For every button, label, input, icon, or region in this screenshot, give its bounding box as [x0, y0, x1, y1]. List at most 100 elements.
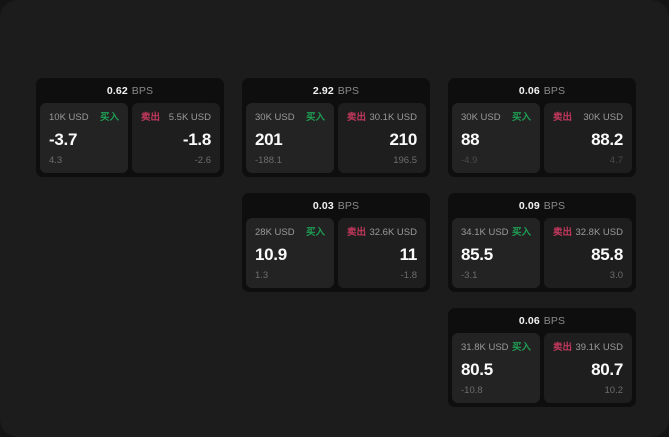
side-header: 卖出 30.1K USD — [347, 112, 417, 123]
buy-tag: 买入 — [511, 111, 531, 123]
side-pair: 28K USD 买入 10.9 1.3 卖出 32.6K USD 11 -1.8 — [242, 218, 430, 288]
buy-price: -3.7 — [49, 129, 78, 149]
bps-header: 0.03 BPS — [242, 193, 430, 218]
sell-tag: 卖出 — [347, 111, 367, 123]
sell-price: 88.2 — [591, 129, 623, 149]
sell-panel[interactable]: 卖出 30.1K USD 210 196.5 — [338, 103, 426, 173]
side-header: 卖出 5.5K USD — [141, 112, 211, 123]
sell-panel[interactable]: 卖出 39.1K USD 80.7 10.2 — [544, 333, 632, 403]
quote-card[interactable]: 0.06 BPS 31.8K USD 买入 80.5 -10.8 卖出 39.1K USD 80… — [448, 308, 636, 407]
buy-panel[interactable]: 30K USD 买入 201 -188.1 — [246, 103, 334, 173]
sell-delta: -1.8 — [400, 269, 417, 281]
buy-delta: -10.8 — [461, 384, 483, 396]
buy-price: 85.5 — [461, 244, 493, 264]
bps-header: 0.06 BPS — [448, 308, 636, 333]
quote-card[interactable]: 2.92 BPS 30K USD 买入 201 -188.1 卖出 30.1K USD 210 1… — [242, 78, 430, 177]
buy-quantity: 10K USD — [49, 111, 89, 123]
buy-price: 80.5 — [461, 359, 493, 379]
side-header: 30K USD 买入 — [255, 112, 325, 123]
sell-tag: 卖出 — [553, 111, 573, 123]
sell-tag: 卖出 — [141, 111, 161, 123]
side-pair: 10K USD 买入 -3.7 4.3 卖出 5.5K USD -1.8 -2.6 — [36, 103, 224, 173]
bps-header: 0.09 BPS — [448, 193, 636, 218]
buy-delta: 4.3 — [49, 154, 63, 166]
side-header: 30K USD 买入 — [461, 112, 531, 123]
buy-panel[interactable]: 31.8K USD 买入 80.5 -10.8 — [452, 333, 540, 403]
buy-panel[interactable]: 28K USD 买入 10.9 1.3 — [246, 218, 334, 288]
side-header: 10K USD 买入 — [49, 112, 119, 123]
sell-tag: 卖出 — [553, 341, 573, 353]
sell-quantity: 39.1K USD — [575, 341, 623, 353]
sell-panel[interactable]: 卖出 32.6K USD 11 -1.8 — [338, 218, 426, 288]
bps-value: 0.06 — [518, 314, 540, 327]
bps-value: 0.06 — [518, 84, 540, 97]
quote-column: 0.62 BPS 10K USD 买入 -3.7 4.3 卖出 5.5K USD -1.8 -2.… — [36, 78, 224, 177]
sell-delta: 196.5 — [393, 154, 417, 166]
side-header: 卖出 32.8K USD — [553, 227, 623, 238]
quote-card[interactable]: 0.03 BPS 28K USD 买入 10.9 1.3 卖出 32.6K USD 11 -1.8 — [242, 193, 430, 292]
sell-panel[interactable]: 卖出 32.8K USD 85.8 3.0 — [544, 218, 632, 288]
sell-delta: 3.0 — [609, 269, 623, 281]
buy-delta: -188.1 — [255, 154, 282, 166]
bps-header: 0.62 BPS — [36, 78, 224, 103]
sell-quantity: 32.6K USD — [369, 226, 417, 238]
buy-tag: 买入 — [305, 111, 325, 123]
buy-panel[interactable]: 10K USD 买入 -3.7 4.3 — [40, 103, 128, 173]
buy-delta: 1.3 — [255, 269, 269, 281]
bps-header: 2.92 BPS — [242, 78, 430, 103]
sell-quantity: 30K USD — [583, 111, 623, 123]
quote-card[interactable]: 0.09 BPS 34.1K USD 买入 85.5 -3.1 卖出 32.8K USD 85.… — [448, 193, 636, 292]
buy-price: 201 — [255, 129, 283, 149]
side-pair: 34.1K USD 买入 85.5 -3.1 卖出 32.8K USD 85.8 3.0 — [448, 218, 636, 288]
side-header: 34.1K USD 买入 — [461, 227, 531, 238]
side-pair: 30K USD 买入 88 -4.9 卖出 30K USD 88.2 4.7 — [448, 103, 636, 173]
buy-delta: -3.1 — [461, 269, 478, 281]
quote-board: 0.62 BPS 10K USD 买入 -3.7 4.3 卖出 5.5K USD -1.8 -2.… — [36, 78, 636, 407]
side-header: 28K USD 买入 — [255, 227, 325, 238]
sell-quantity: 5.5K USD — [168, 111, 211, 123]
quote-card[interactable]: 0.06 BPS 30K USD 买入 88 -4.9 卖出 30K USD 88.2 4.7 — [448, 78, 636, 177]
buy-quantity: 30K USD — [461, 111, 501, 123]
bps-unit-label: BPS — [543, 199, 566, 212]
buy-delta: -4.9 — [461, 154, 478, 166]
buy-tag: 买入 — [305, 226, 325, 238]
sell-panel[interactable]: 卖出 30K USD 88.2 4.7 — [544, 103, 632, 173]
side-header: 卖出 30K USD — [553, 112, 623, 123]
sell-price: 85.8 — [591, 244, 623, 264]
bps-unit-label: BPS — [543, 314, 566, 327]
bps-header: 0.06 BPS — [448, 78, 636, 103]
side-pair: 30K USD 买入 201 -188.1 卖出 30.1K USD 210 196.5 — [242, 103, 430, 173]
sell-delta: -2.6 — [194, 154, 211, 166]
bps-value: 0.62 — [106, 84, 128, 97]
sell-price: 210 — [389, 129, 418, 149]
sell-panel[interactable]: 卖出 5.5K USD -1.8 -2.6 — [132, 103, 220, 173]
bps-value: 0.03 — [312, 199, 334, 212]
buy-quantity: 28K USD — [255, 226, 295, 238]
buy-tag: 买入 — [511, 341, 531, 353]
sell-quantity: 32.8K USD — [575, 226, 623, 238]
bps-value: 2.92 — [312, 84, 334, 97]
buy-price: 88 — [461, 129, 480, 149]
buy-tag: 买入 — [99, 111, 119, 123]
side-header: 31.8K USD 买入 — [461, 342, 531, 353]
side-header: 卖出 32.6K USD — [347, 227, 417, 238]
buy-panel[interactable]: 34.1K USD 买入 85.5 -3.1 — [452, 218, 540, 288]
buy-price: 10.9 — [255, 244, 287, 264]
bps-unit-label: BPS — [543, 84, 566, 97]
buy-quantity: 34.1K USD — [461, 226, 509, 238]
sell-price: -1.8 — [182, 129, 211, 149]
buy-quantity: 30K USD — [255, 111, 295, 123]
sell-quantity: 30.1K USD — [369, 111, 417, 123]
buy-tag: 买入 — [511, 226, 531, 238]
quote-card[interactable]: 0.62 BPS 10K USD 买入 -3.7 4.3 卖出 5.5K USD -1.8 -2.… — [36, 78, 224, 177]
buy-panel[interactable]: 30K USD 买入 88 -4.9 — [452, 103, 540, 173]
bps-unit-label: BPS — [131, 84, 154, 97]
sell-price: 80.7 — [591, 359, 623, 379]
bps-value: 0.09 — [518, 199, 540, 212]
side-header: 卖出 39.1K USD — [553, 342, 623, 353]
sell-delta: 4.7 — [609, 154, 623, 166]
sell-price: 11 — [399, 244, 418, 264]
bps-unit-label: BPS — [337, 199, 360, 212]
sell-tag: 卖出 — [347, 226, 367, 238]
